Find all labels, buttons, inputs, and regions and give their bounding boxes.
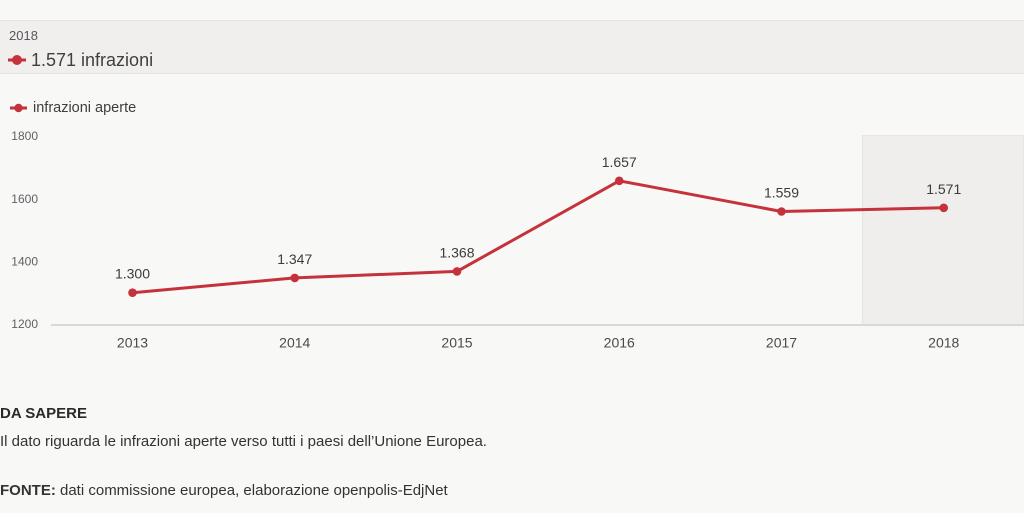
svg-text:2018: 2018 [928, 335, 959, 351]
svg-text:1.559: 1.559 [764, 185, 799, 201]
svg-text:1.368: 1.368 [439, 244, 474, 260]
svg-text:2013: 2013 [117, 335, 148, 351]
svg-text:1200: 1200 [11, 317, 38, 331]
svg-text:1.300: 1.300 [115, 266, 150, 282]
svg-text:2015: 2015 [441, 335, 472, 351]
svg-text:2017: 2017 [766, 335, 797, 351]
svg-text:1.657: 1.657 [602, 154, 637, 170]
svg-text:1400: 1400 [11, 255, 38, 269]
svg-text:2014: 2014 [279, 335, 310, 351]
svg-text:1.347: 1.347 [277, 251, 312, 267]
svg-text:1.571: 1.571 [926, 181, 961, 197]
svg-text:1800: 1800 [11, 129, 38, 143]
svg-text:2016: 2016 [604, 335, 635, 351]
svg-text:1600: 1600 [11, 192, 38, 206]
